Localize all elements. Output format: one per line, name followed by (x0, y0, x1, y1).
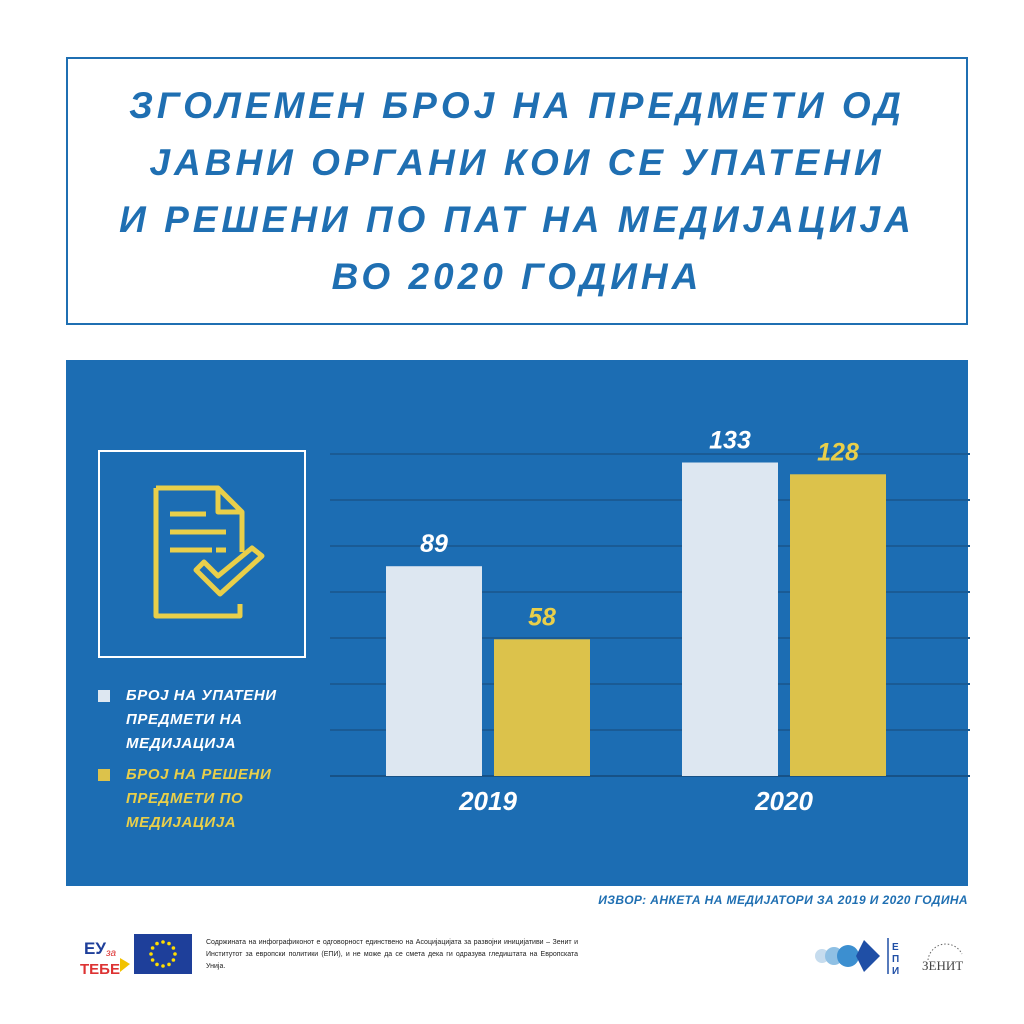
legend-item-referred: БРОЈ НА УПАТЕНИ ПРЕДМЕТИ НА МЕДИЈАЦИЈА (98, 684, 298, 756)
x-tick-label-2019: 2019 (458, 786, 517, 816)
x-tick-label-2020: 2020 (754, 786, 813, 816)
eu-flag-icon (134, 934, 192, 974)
bar-2020-resolved (790, 474, 886, 776)
svg-text:Е: Е (892, 942, 899, 953)
legend-swatch-referred (98, 690, 110, 702)
eu-za-tebe-logo: ЕУ за ТЕБЕ (80, 939, 130, 978)
title-line-2: ЈАВНИ ОРГАНИ КОИ СЕ УПАТЕНИ (149, 142, 885, 183)
zenith-logo: ЗЕНИТ (922, 943, 963, 973)
data-label-2020-resolved: 128 (817, 438, 859, 466)
data-label-2020-referred: 133 (709, 427, 751, 455)
title-line-1: ЗГОЛЕМЕН БРОЈ НА ПРЕДМЕТИ ОД (129, 85, 905, 126)
bar-2020-referred (682, 462, 778, 776)
svg-text:за: за (105, 948, 117, 959)
title-line-4: ВО 2020 ГОДИНА (331, 256, 703, 297)
title-line-3: И РЕШЕНИ ПО ПАТ НА МЕДИЈАЦИЈА (119, 199, 915, 240)
source-note: ИЗВОР: АНКЕТА НА МЕДИЈАТОРИ ЗА 2019 И 20… (598, 893, 968, 907)
legend-item-resolved: БРОЈ НА РЕШЕНИ ПРЕДМЕТИ ПО МЕДИЈАЦИЈА (98, 763, 298, 835)
disclaimer-text: Содржината на инфографиконот е одговорно… (206, 939, 578, 970)
icon-box (98, 450, 306, 658)
document-check-icon (153, 485, 265, 619)
svg-text:П: П (892, 954, 899, 965)
bar-chart: 89 58 2019 133 128 2020 (330, 427, 970, 816)
svg-text:ЕУ: ЕУ (84, 939, 106, 958)
svg-text:И: И (892, 966, 899, 977)
bar-2019-resolved (494, 639, 590, 776)
data-label-2019-resolved: 58 (528, 603, 556, 631)
data-label-2019-referred: 89 (420, 530, 448, 558)
svg-text:ТЕБЕ: ТЕБЕ (80, 961, 120, 978)
epi-logo: Е П И (815, 938, 899, 977)
svg-text:ЗЕНИТ: ЗЕНИТ (922, 958, 963, 973)
legend: БРОЈ НА УПАТЕНИ ПРЕДМЕТИ НА МЕДИЈАЦИЈА Б… (98, 684, 298, 842)
title-box: ЗГОЛЕМЕН БРОЈ НА ПРЕДМЕТИ ОД ЈАВНИ ОРГАН… (66, 57, 968, 325)
legend-label-resolved: БРОЈ НА РЕШЕНИ ПРЕДМЕТИ ПО МЕДИЈАЦИЈА (126, 766, 272, 831)
legend-label-referred: БРОЈ НА УПАТЕНИ ПРЕДМЕТИ НА МЕДИЈАЦИЈА (126, 687, 277, 752)
legend-swatch-resolved (98, 769, 110, 781)
bar-2019-referred (386, 566, 482, 776)
